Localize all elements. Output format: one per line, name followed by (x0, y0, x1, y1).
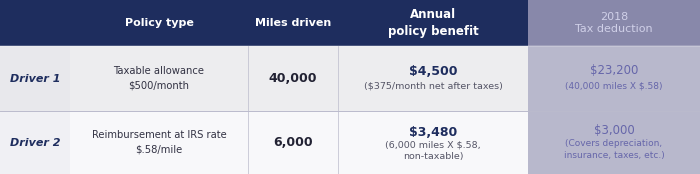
Text: Miles driven: Miles driven (255, 18, 331, 28)
Text: 2018
Tax deduction: 2018 Tax deduction (575, 12, 653, 34)
Text: Driver 2: Driver 2 (10, 137, 60, 148)
Bar (70, 111, 528, 174)
Text: Policy type: Policy type (125, 18, 193, 28)
Text: (40,000 miles X $.58): (40,000 miles X $.58) (566, 81, 663, 90)
Text: $3,000: $3,000 (594, 124, 634, 137)
Text: (Covers depreciation,
insurance, taxes, etc.): (Covers depreciation, insurance, taxes, … (564, 139, 664, 160)
Bar (528, 46, 700, 111)
Bar (0, 111, 70, 174)
Text: $4,500: $4,500 (409, 65, 457, 78)
Bar (0, 46, 70, 111)
Text: $3,480: $3,480 (409, 126, 457, 139)
Text: Reimbursement at IRS rate
$.58/mile: Reimbursement at IRS rate $.58/mile (92, 130, 226, 155)
Text: Taxable allowance
$500/month: Taxable allowance $500/month (113, 66, 204, 90)
Text: (6,000 miles X $.58,
non-taxable): (6,000 miles X $.58, non-taxable) (385, 140, 481, 161)
Bar (0, 0, 528, 46)
Bar (70, 46, 528, 111)
Text: Driver 1: Driver 1 (10, 73, 60, 84)
Text: ($375/month net after taxes): ($375/month net after taxes) (363, 82, 503, 91)
Text: 6,000: 6,000 (273, 136, 313, 149)
Text: 40,000: 40,000 (269, 72, 317, 85)
Text: Annual
policy benefit: Annual policy benefit (388, 8, 478, 38)
Text: $23,200: $23,200 (590, 64, 638, 77)
Bar (528, 0, 700, 46)
Bar (528, 111, 700, 174)
